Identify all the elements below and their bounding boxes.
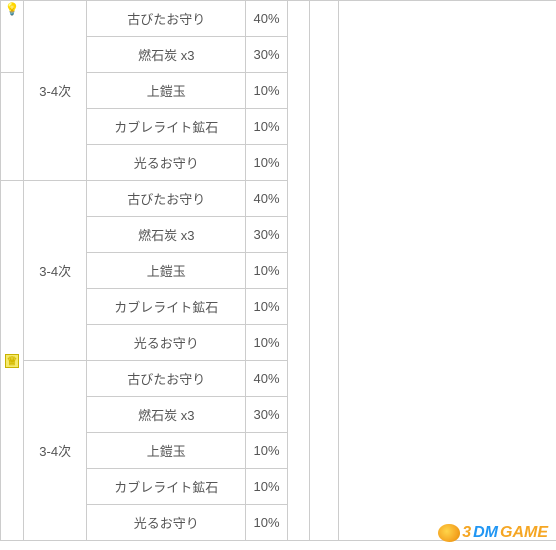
watermark-text: GAME: [500, 524, 548, 542]
times-cell: 3-4次: [23, 181, 87, 361]
item-cell: 燃石炭 x3: [87, 397, 246, 433]
item-cell: 光るお守り: [87, 505, 246, 541]
pct-cell: 30%: [246, 217, 288, 253]
pct-cell: 40%: [246, 361, 288, 397]
item-cell: カブレライト鉱石: [87, 469, 246, 505]
item-cell: カブレライト鉱石: [87, 289, 246, 325]
item-cell: 光るお守り: [87, 145, 246, 181]
item-cell: 燃石炭 x3: [87, 217, 246, 253]
pct-cell: 10%: [246, 253, 288, 289]
icon-cell-top: 💡: [1, 1, 24, 73]
pct-cell: 30%: [246, 397, 288, 433]
times-cell: 3-4次: [23, 1, 87, 181]
item-cell: 古びたお守り: [87, 1, 246, 37]
item-cell: 上鎧玉: [87, 73, 246, 109]
pct-cell: 10%: [246, 325, 288, 361]
watermark-icon: [438, 524, 460, 542]
drop-table: 💡 3-4次 古びたお守り 40% 燃石炭 x3 30% 上鎧玉 10% カブレ…: [0, 0, 556, 541]
pct-cell: 40%: [246, 1, 288, 37]
watermark: 3DMGAME: [438, 524, 548, 542]
pct-cell: 40%: [246, 181, 288, 217]
empty-col-1: [287, 1, 309, 541]
table-row: 💡 3-4次 古びたお守り 40%: [1, 1, 556, 37]
pct-cell: 10%: [246, 73, 288, 109]
watermark-text: 3: [462, 524, 471, 542]
pct-cell: 30%: [246, 37, 288, 73]
pct-cell: 10%: [246, 289, 288, 325]
item-cell: 燃石炭 x3: [87, 37, 246, 73]
times-cell: 3-4次: [23, 361, 87, 541]
empty-col-2: [309, 1, 339, 541]
item-cell: 古びたお守り: [87, 361, 246, 397]
pct-cell: 10%: [246, 145, 288, 181]
item-cell: 古びたお守り: [87, 181, 246, 217]
empty-col-3: [339, 1, 556, 541]
pct-cell: 10%: [246, 109, 288, 145]
pct-cell: 10%: [246, 505, 288, 541]
item-cell: 上鎧玉: [87, 253, 246, 289]
lamp-icon: 💡: [4, 2, 19, 16]
watermark-text: DM: [473, 524, 498, 542]
crown-icon: ♕: [5, 354, 19, 368]
item-cell: カブレライト鉱石: [87, 109, 246, 145]
pct-cell: 10%: [246, 433, 288, 469]
pct-cell: 10%: [246, 469, 288, 505]
icon-cell-mid: ♕: [1, 181, 24, 541]
item-cell: 上鎧玉: [87, 433, 246, 469]
icon-cell-blank: [1, 73, 24, 181]
item-cell: 光るお守り: [87, 325, 246, 361]
